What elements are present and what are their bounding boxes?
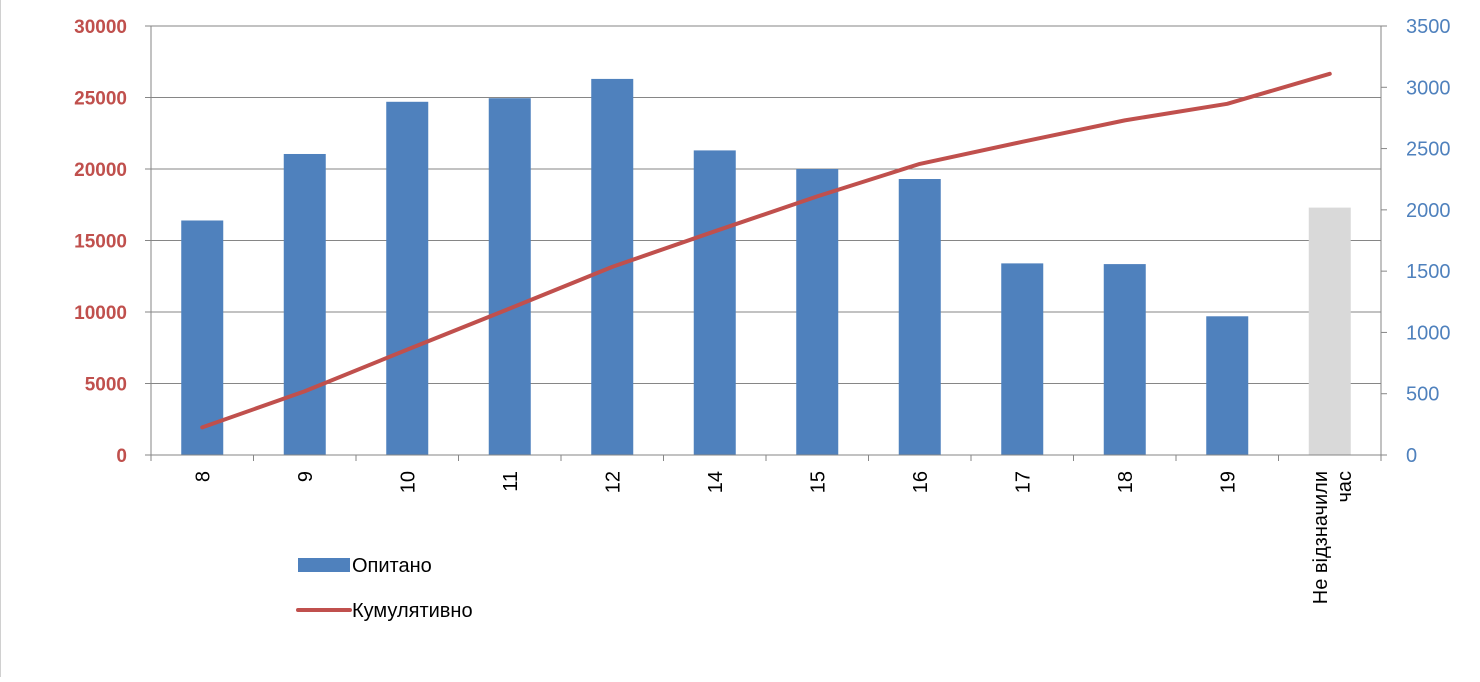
x-tick-label: 8: [192, 471, 214, 482]
x-tick-label: 15: [807, 471, 829, 493]
bar-16: [898, 179, 941, 455]
y-right-tick-label: 2500: [1406, 139, 1451, 161]
x-tick-label: 16: [910, 471, 932, 493]
y-right-tick-label: 2000: [1406, 200, 1451, 222]
x-tick-label: 11: [500, 471, 522, 492]
bar-19: [1206, 316, 1249, 455]
y-right-tick-label: 3500: [1406, 16, 1451, 38]
y-left-tick-label: 25000: [74, 89, 127, 110]
bar-14: [693, 150, 736, 455]
y-right-tick-label: 1000: [1406, 322, 1451, 344]
bar-highlight: [1308, 207, 1351, 455]
x-tick-label: 10: [397, 471, 419, 493]
bar-8: [181, 220, 224, 455]
y-left-tick-label: 5000: [85, 375, 127, 396]
bar-10: [386, 101, 429, 455]
y-right-tick-label: 500: [1406, 384, 1439, 406]
y-right-tick-label: 0: [1406, 445, 1417, 467]
x-tick-label: 9: [295, 471, 317, 482]
legend-swatch-bar: [298, 558, 350, 572]
y-left-tick-label: 30000: [74, 17, 127, 38]
x-tick-label: 14: [705, 471, 727, 493]
y-right-tick-label: 1500: [1406, 261, 1451, 283]
axes: [145, 25, 1387, 461]
x-tick-label: 17: [1012, 471, 1034, 493]
y-left-tick-label: 0: [116, 446, 127, 467]
line-series: [200, 71, 1332, 430]
x-tick-label: Не відзначили час: [1310, 471, 1356, 604]
bar-18: [1103, 264, 1146, 455]
bar-11: [488, 98, 531, 455]
x-tick-label: 12: [602, 471, 624, 493]
bar-15: [796, 169, 839, 455]
y-right-tick-label: 3000: [1406, 77, 1451, 99]
y-left-tick-label: 10000: [74, 303, 127, 324]
bar-series: [181, 78, 1351, 456]
y-left-tick-label: 20000: [74, 160, 127, 181]
line-cumulative: [200, 71, 1332, 430]
legend-label-bar: Опитано: [352, 555, 432, 577]
x-tick-label: 18: [1115, 471, 1137, 493]
gridlines: [151, 25, 1381, 384]
bar-17: [1001, 263, 1044, 455]
legend-label-line: Кумулятивно: [352, 600, 473, 622]
tick-labels: 0 5000 10000 15000 20000 25000 30000 0 500 1000 15…: [74, 16, 1450, 604]
bar-9: [283, 153, 326, 456]
x-tick-label: 19: [1217, 471, 1239, 493]
x-tick-label-line: час: [1334, 471, 1356, 503]
y-left-tick-label: 15000: [74, 232, 127, 253]
x-tick-label-line: Не відзначили: [1310, 471, 1332, 604]
legend: Опитано Кумулятивно: [296, 555, 473, 622]
